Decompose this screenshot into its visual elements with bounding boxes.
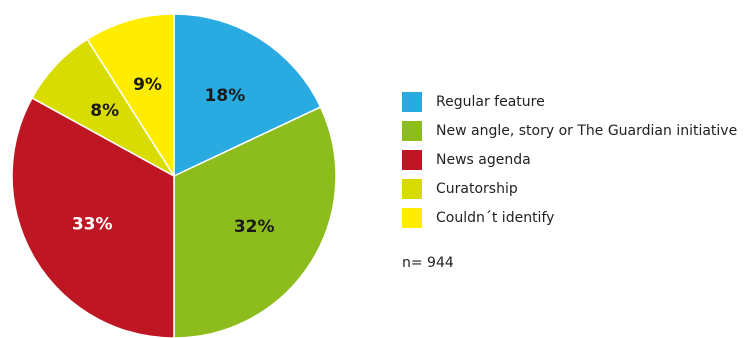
legend-label: New angle, story or The Guardian initiat…	[436, 122, 738, 139]
slice-value-label-0: 18%	[205, 86, 246, 106]
legend-label: Couldn´t identify	[436, 209, 555, 226]
sample-size-note: n= 944	[402, 255, 454, 271]
slice-value-label-4: 9%	[133, 75, 162, 95]
slice-value-label-2: 33%	[72, 214, 113, 234]
pie-slice-0	[173, 13, 322, 178]
legend-item-4: Couldn´t identify	[402, 203, 737, 232]
legend-item-2: News agenda	[402, 145, 737, 174]
legend-swatch	[402, 120, 422, 141]
legend-item-1: New angle, story or The Guardian initiat…	[402, 116, 737, 145]
legend-label: Regular feature	[436, 93, 545, 110]
legend-item-0: Regular feature	[402, 87, 737, 116]
legend-label: News agenda	[436, 151, 531, 168]
pie-slice-2	[11, 96, 175, 338]
legend-swatch	[402, 149, 422, 170]
pie-slice-4	[86, 13, 175, 179]
legend-swatch	[402, 207, 422, 228]
pie-slice-1	[173, 106, 337, 338]
slice-value-label-1: 32%	[234, 217, 275, 237]
slice-value-label-3: 8%	[90, 101, 119, 121]
chart-legend: Regular feature New angle, story or The G…	[402, 87, 737, 232]
legend-swatch	[402, 91, 422, 112]
legend-label: Curatorship	[436, 180, 518, 197]
legend-item-3: Curatorship	[402, 174, 737, 203]
legend-swatch	[402, 178, 422, 199]
